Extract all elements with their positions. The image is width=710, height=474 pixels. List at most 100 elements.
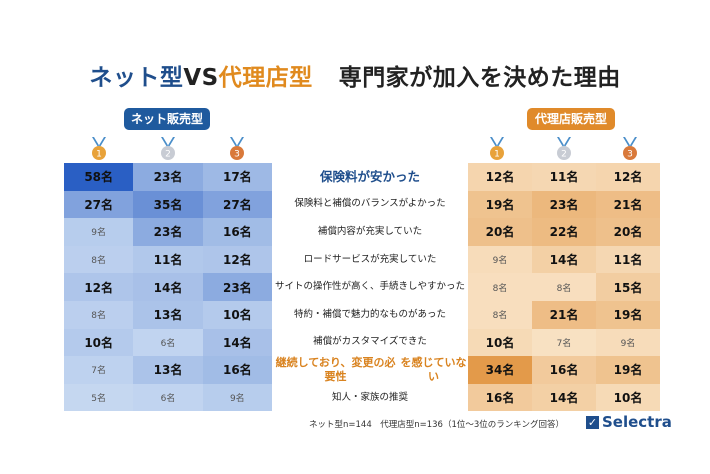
- medal-rank-1-icon: 1: [464, 137, 531, 161]
- agency-cell-r3-c0: 9名: [468, 245, 532, 274]
- medal-rank-2-icon: 2: [133, 137, 202, 161]
- reason-label: 特約・補償で魅力的なものがあった: [272, 301, 468, 329]
- medal-rank-label: 2: [165, 150, 171, 160]
- net-cell-r7-c2: 16名: [202, 356, 272, 384]
- reason-label-line: 継続しており、変更の必要性: [275, 356, 396, 383]
- reason-label: サイトの操作性が高く、 手続きしやすかった: [272, 273, 468, 301]
- agency-cell-r8-c1: 14名: [532, 383, 596, 412]
- agency-cell-r7-c2: 19名: [596, 356, 660, 384]
- check-icon: ✓: [586, 415, 599, 429]
- agency-cell-r2-c2: 20名: [596, 218, 660, 246]
- agency-cell-r1-c2: 21名: [596, 190, 660, 219]
- agency-cell-r5-c1: 21名: [532, 300, 596, 329]
- agency-cell-r0-c2: 12名: [596, 163, 660, 191]
- net-cell-r8-c1: 6名: [133, 383, 203, 412]
- reason-label-line: 手続きしやすかった: [379, 281, 465, 293]
- agency-cell-r6-c2: 9名: [596, 328, 660, 357]
- net-cell-r5-c1: 13名: [133, 300, 203, 329]
- net-cell-r7-c1: 13名: [133, 356, 203, 384]
- net-cell-r3-c1: 11名: [133, 245, 203, 274]
- net-table: 58名 23名 17名 27名 35名 27名 9名 23名 16名 8名 11名 12名 12名 14名…: [64, 163, 272, 412]
- medal-rank-label: 2: [561, 150, 567, 160]
- agency-cell-r4-c2: 15名: [596, 273, 660, 301]
- reason-label-line: 保険料が安かった: [319, 168, 420, 184]
- medal-rank-1-icon: 1: [64, 137, 133, 161]
- net-cell-r7-c0: 7名: [64, 356, 134, 384]
- net-cell-r5-c2: 10名: [202, 300, 272, 329]
- net-cell-r8-c0: 5名: [64, 383, 134, 412]
- reason-label-line: を感じていない: [400, 356, 467, 383]
- medal-rank-2-icon: 2: [531, 137, 598, 161]
- net-cell-r4-c0: 12名: [64, 273, 134, 301]
- net-cell-r3-c2: 12名: [202, 245, 272, 274]
- agency-cell-r4-c0: 8名: [468, 273, 532, 301]
- reason-label: 補償がカスタマイズできた: [272, 329, 468, 357]
- reason-label: 補償内容が充実していた: [272, 218, 468, 246]
- selectra-logo: ✓ Selectra: [586, 413, 672, 431]
- reason-label: ロードサービスが充実していた: [272, 246, 468, 274]
- agency-cell-r4-c1: 8名: [532, 273, 596, 301]
- reason-label-line: 補償がカスタマイズできた: [313, 336, 427, 348]
- net-rank-medals: 1 2 3: [64, 137, 271, 161]
- page-title: ネット型VS代理店型 専門家が加入を決めた理由: [0, 58, 710, 92]
- agency-cell-r0-c0: 12名: [468, 163, 532, 191]
- reason-label: 継続しており、変更の必要性 を感じていない: [272, 356, 468, 384]
- net-cell-r4-c1: 14名: [133, 273, 203, 301]
- title-agency: 代理店型: [218, 65, 313, 91]
- medal-rank-label: 3: [628, 150, 634, 160]
- net-cell-r1-c2: 27名: [202, 190, 272, 219]
- reason-label-line: ロードサービスが充実していた: [303, 253, 437, 265]
- title-vs: VS: [183, 65, 219, 91]
- net-cell-r1-c1: 35名: [133, 190, 203, 219]
- sample-size-note: ネット型n=144 代理店型n=136（1位〜3位のランキング回答）: [309, 420, 565, 430]
- net-cell-r0-c2: 17名: [202, 163, 272, 191]
- reason-label: 保険料が安かった: [272, 163, 468, 191]
- reason-label-line: 保険料と補償のバランスがよかった: [294, 198, 446, 210]
- reason-label-line: サイトの操作性が高く、: [275, 281, 380, 293]
- agency-cell-r1-c0: 19名: [468, 190, 532, 219]
- agency-cell-r8-c0: 16名: [468, 383, 532, 412]
- agency-group-badge: 代理店販売型: [527, 108, 615, 130]
- agency-cell-r6-c1: 7名: [532, 328, 596, 357]
- net-cell-r2-c2: 16名: [202, 218, 272, 246]
- net-cell-r6-c0: 10名: [64, 328, 134, 357]
- agency-rank-medals: 1 2 3: [464, 137, 664, 161]
- agency-cell-r1-c1: 23名: [532, 190, 596, 219]
- net-cell-r1-c0: 27名: [64, 190, 134, 219]
- medal-rank-3-icon: 3: [202, 137, 271, 161]
- net-cell-r0-c0: 58名: [64, 163, 134, 191]
- agency-cell-r7-c0: 34名: [468, 356, 532, 384]
- reason-labels: 保険料が安かった保険料と補償のバランスがよかった 補償内容が充実していたロードサー…: [272, 163, 468, 411]
- reason-label-line: 特約・補償で魅力的なものがあった: [293, 308, 446, 320]
- agency-cell-r7-c1: 16名: [532, 356, 596, 384]
- reason-label: 知人・家族の推奨: [272, 384, 468, 412]
- reason-label-line: 補償内容が充実していた: [317, 226, 423, 238]
- net-group-badge: ネット販売型: [124, 108, 210, 130]
- agency-cell-r2-c0: 20名: [468, 218, 532, 246]
- net-cell-r6-c1: 6名: [133, 328, 203, 357]
- agency-table: 12名 11名 12名 19名 23名 21名 20名 22名 20名 9名 14名 11名 8名 8名 1…: [468, 163, 660, 412]
- agency-cell-r2-c1: 22名: [532, 218, 596, 246]
- title-net: ネット型: [89, 65, 184, 91]
- net-cell-r8-c2: 9名: [202, 383, 272, 412]
- title-rest: 専門家が加入を決めた理由: [338, 65, 621, 91]
- net-cell-r2-c0: 9名: [64, 218, 134, 246]
- net-cell-r4-c2: 23名: [202, 273, 272, 301]
- medal-rank-label: 3: [234, 150, 240, 160]
- net-cell-r2-c1: 23名: [133, 218, 203, 246]
- agency-cell-r3-c1: 14名: [532, 245, 596, 274]
- medal-rank-3-icon: 3: [597, 137, 664, 161]
- reason-label: 保険料と補償のバランスがよかった: [272, 191, 468, 219]
- medal-rank-label: 1: [96, 150, 102, 160]
- agency-cell-r6-c0: 10名: [468, 328, 532, 357]
- agency-cell-r8-c2: 10名: [596, 383, 660, 412]
- agency-cell-r3-c2: 11名: [596, 245, 660, 274]
- net-cell-r3-c0: 8名: [64, 245, 134, 274]
- reason-label-line: 知人・家族の推奨: [331, 391, 408, 403]
- agency-cell-r5-c2: 19名: [596, 300, 660, 329]
- net-cell-r0-c1: 23名: [133, 163, 203, 191]
- medal-rank-label: 1: [494, 150, 500, 160]
- agency-cell-r0-c1: 11名: [532, 163, 596, 191]
- net-cell-r5-c0: 8名: [64, 300, 134, 329]
- net-cell-r6-c2: 14名: [202, 328, 272, 357]
